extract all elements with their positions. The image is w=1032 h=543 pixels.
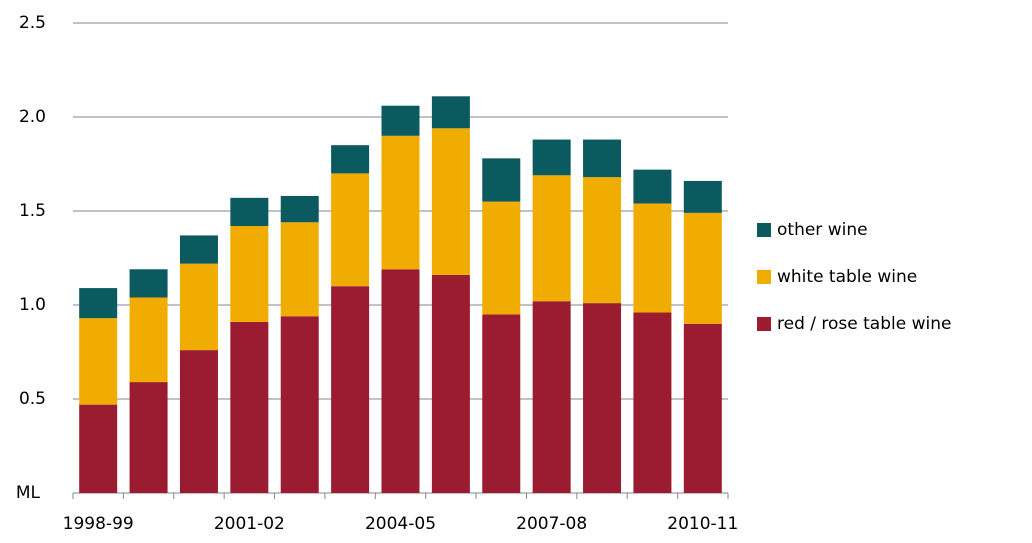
x-tick-label: 2001-02: [214, 514, 285, 534]
bar-segment: [129, 297, 168, 383]
bar-segment: [532, 175, 571, 302]
bar-segment: [230, 321, 269, 493]
bar-segment: [532, 301, 571, 493]
bar-segment: [79, 288, 118, 319]
bar-segment: [280, 316, 319, 493]
bar-segment: [381, 135, 420, 270]
x-tick-label: 1998-99: [63, 514, 134, 534]
bar-segment: [179, 263, 218, 351]
bar-segment: [633, 169, 672, 204]
y-tick-label: 2.0: [19, 107, 46, 127]
bar-segment: [331, 286, 370, 493]
legend-label: red / rose table wine: [777, 314, 951, 334]
bar-segment: [280, 222, 319, 317]
bar-segment: [683, 212, 722, 324]
y-tick-label: 1.5: [19, 201, 46, 221]
x-tick-label: 2007-08: [516, 514, 587, 534]
bar-segment: [583, 177, 622, 304]
bar-segment: [129, 382, 168, 493]
legend-label: white table wine: [777, 267, 917, 287]
bar-segment: [179, 235, 218, 264]
y-tick-label: 1.0: [19, 295, 46, 315]
y-tick-label: 0.5: [19, 389, 46, 409]
bar-segment: [633, 312, 672, 493]
bar-segment: [331, 145, 370, 174]
bar-segment: [79, 318, 118, 405]
bar-segment: [633, 203, 672, 313]
bar-segment: [381, 269, 420, 493]
bar-segment: [381, 105, 420, 136]
bar-segment: [683, 323, 722, 493]
legend-swatch: [757, 223, 771, 237]
bar-segment: [331, 173, 370, 287]
legend-label: other wine: [777, 220, 868, 240]
y-tick-label: 2.5: [19, 13, 46, 33]
bar-segment: [280, 195, 319, 223]
bar-segment: [129, 269, 168, 298]
legend-swatch: [757, 270, 771, 284]
bar-segment: [482, 314, 521, 493]
legend-swatch: [757, 317, 771, 331]
bar-segment: [79, 404, 118, 493]
bar-segment: [583, 303, 622, 493]
y-axis-label: ML: [16, 483, 41, 503]
bar-segment: [583, 139, 622, 178]
x-tick-label: 2010-11: [667, 514, 738, 534]
bar-segment: [431, 128, 470, 275]
bar-segment: [179, 350, 218, 493]
bar-segment: [482, 201, 521, 315]
bar-segment: [431, 274, 470, 493]
bar-segment: [431, 96, 470, 129]
bar-segment: [532, 139, 571, 176]
bar-segment: [230, 197, 269, 227]
bar-segment: [230, 226, 269, 322]
bar-segment: [482, 158, 521, 202]
x-tick-label: 2004-05: [365, 514, 436, 534]
bar-segment: [683, 180, 722, 213]
